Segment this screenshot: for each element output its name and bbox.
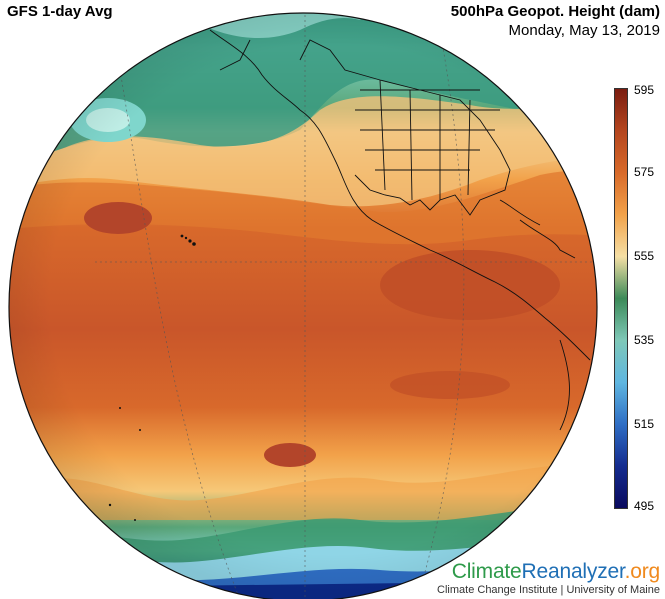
colorbar-tick-575: 575 bbox=[634, 165, 655, 179]
date-label: Monday, May 13, 2019 bbox=[508, 22, 660, 39]
brand-part-climate: Climate bbox=[451, 560, 522, 583]
colorbar-tick-535: 535 bbox=[634, 333, 655, 347]
brand-subtitle: Climate Change Institute | University of… bbox=[437, 584, 660, 596]
colorbar-tick-595: 595 bbox=[634, 83, 655, 97]
variable-title: 500hPa Geopot. Height (dam) bbox=[450, 3, 660, 20]
brand-logo: ClimateReanalyzer.org bbox=[452, 560, 660, 584]
brand-part-reanalyzer: Reanalyzer bbox=[521, 560, 625, 583]
colorbar-tick-515: 515 bbox=[634, 417, 655, 431]
colorbar-tick-495: 495 bbox=[634, 499, 655, 513]
brand-part-org: .org bbox=[624, 560, 661, 583]
colorbar-tick-555: 555 bbox=[634, 249, 655, 263]
variable-title-block: 500hPa Geopot. Height (dam) Monday, May … bbox=[451, 3, 660, 39]
model-title: GFS 1-day Avg bbox=[7, 3, 113, 20]
colorbar bbox=[614, 88, 628, 509]
